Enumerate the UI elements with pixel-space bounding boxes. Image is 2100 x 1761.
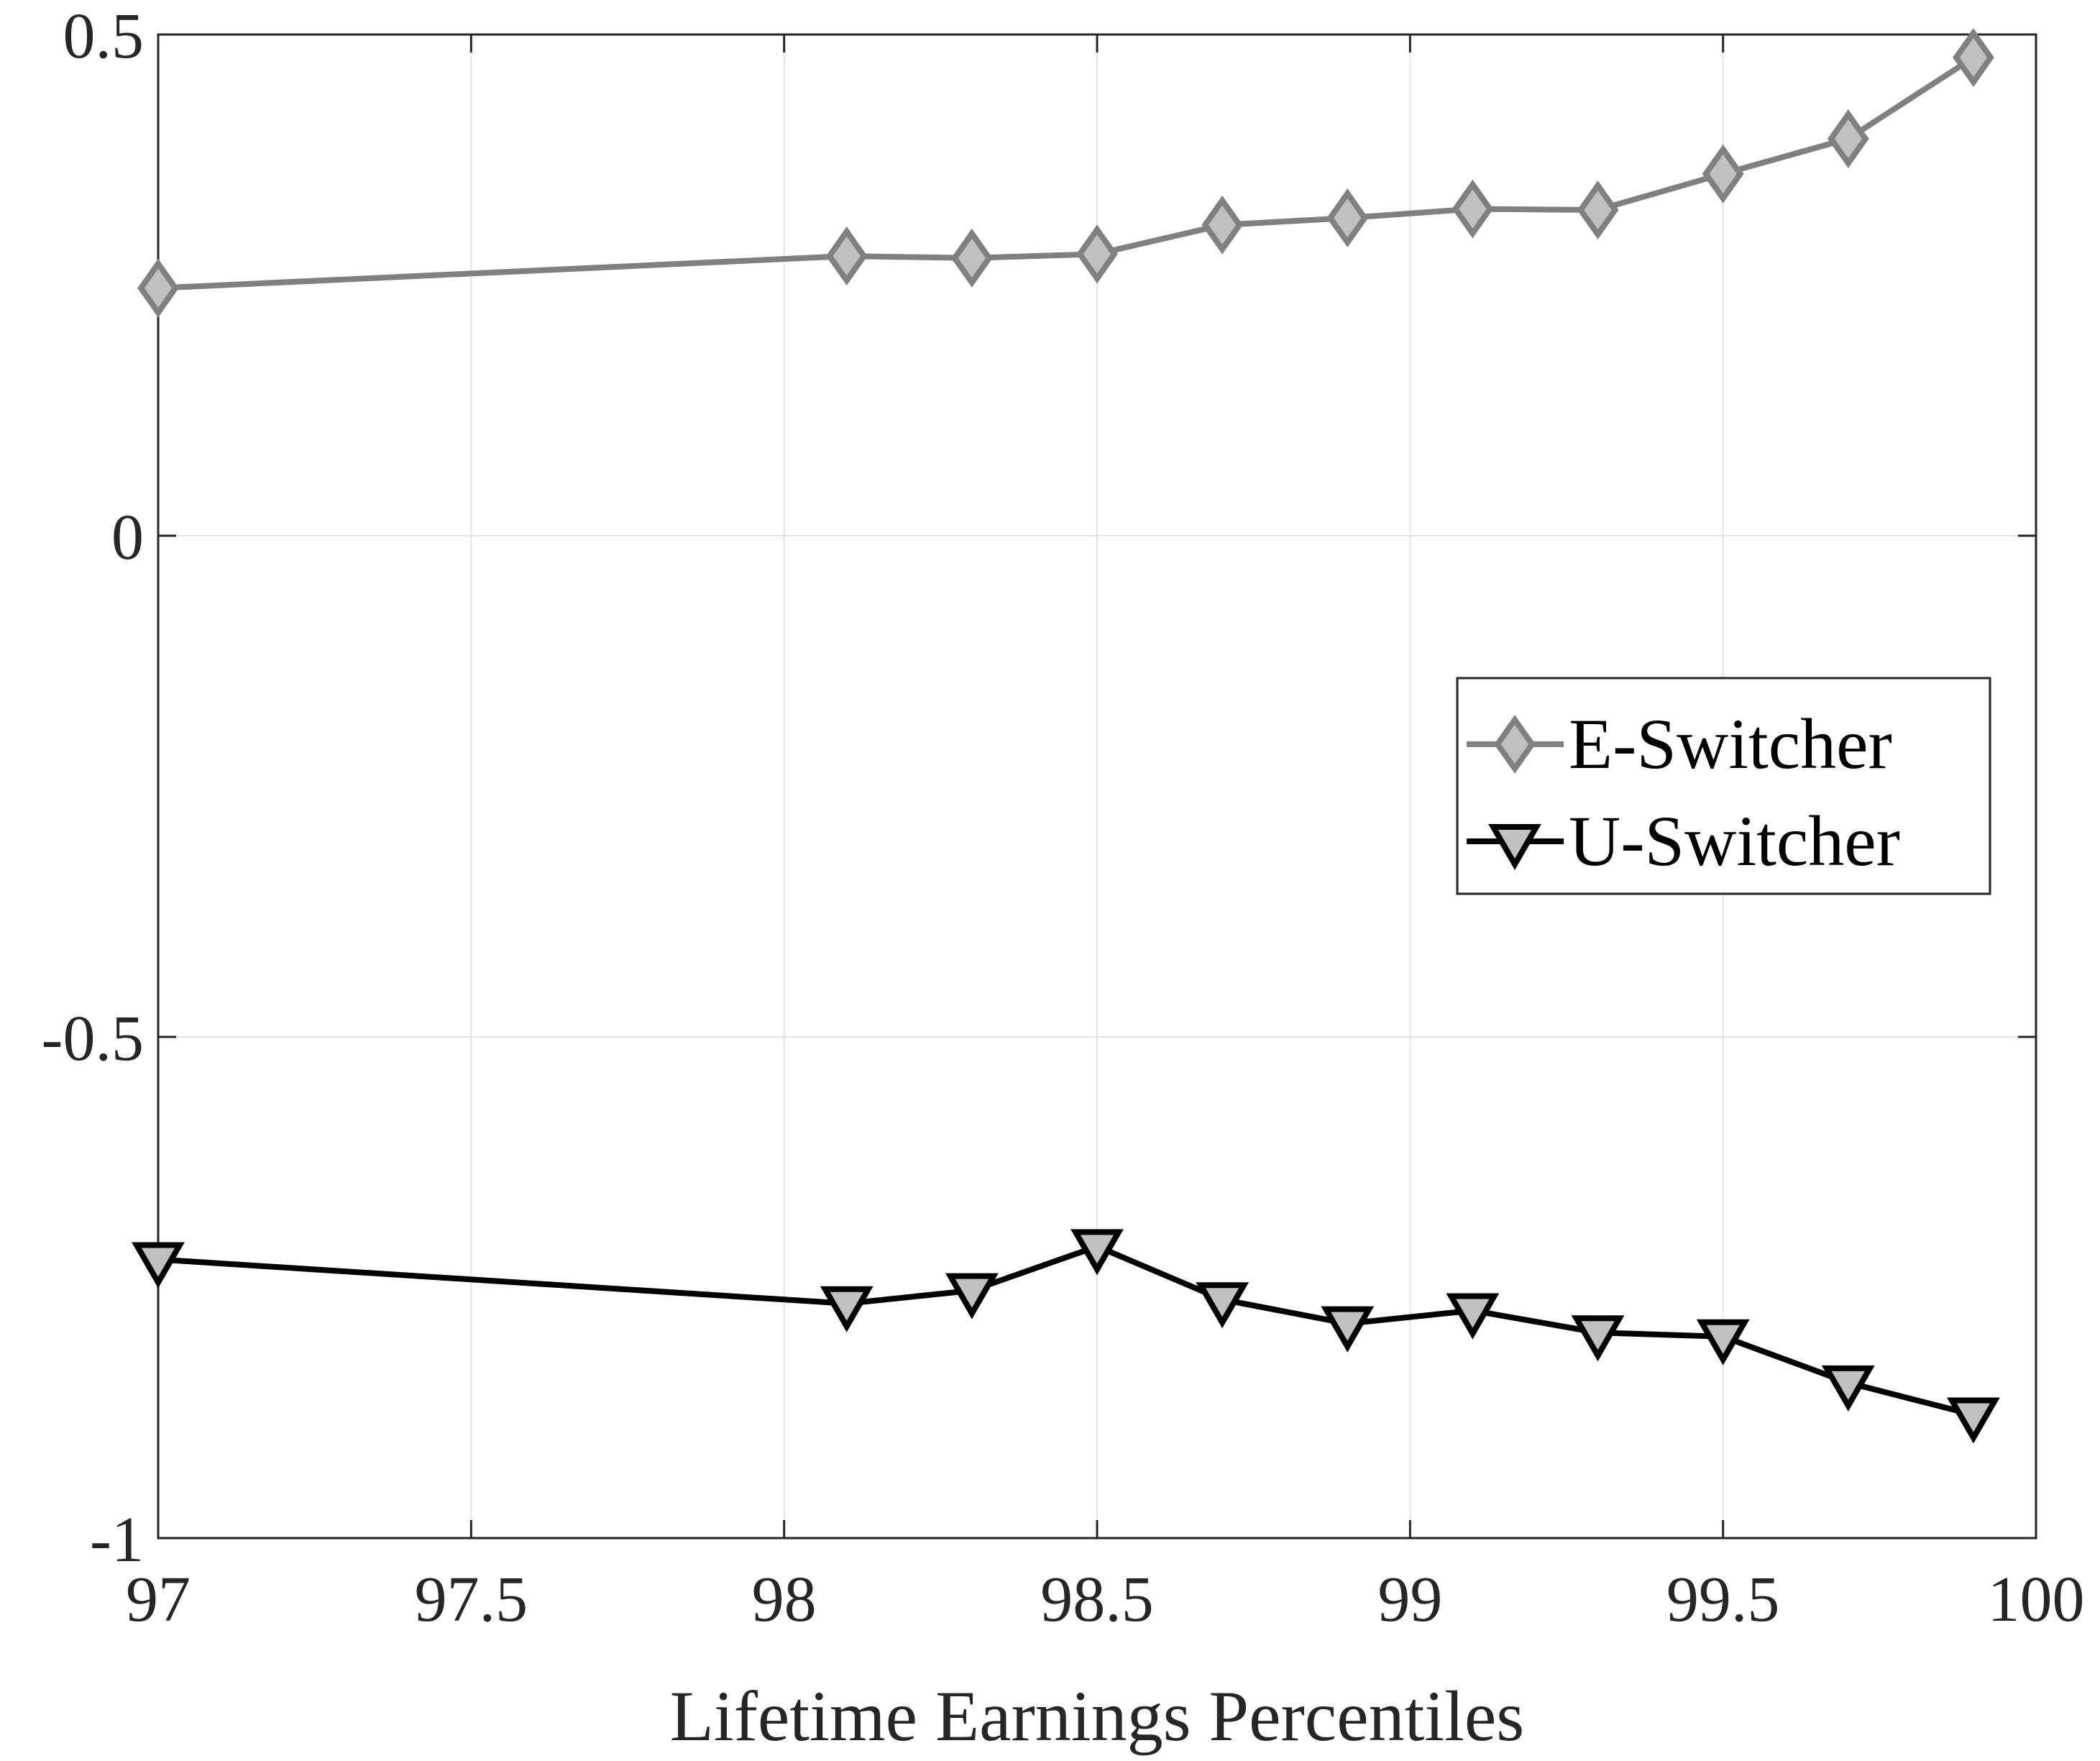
- data-point: [1452, 179, 1494, 239]
- y-tick-label: 0.5: [63, 1, 145, 72]
- x-tick-label: 99.5: [1666, 1564, 1780, 1635]
- legend-label: U-Switcher: [1569, 801, 1900, 881]
- x-tick-label: 97: [126, 1564, 191, 1635]
- series-line: [157, 1243, 1974, 1418]
- x-tick-label: 98: [752, 1564, 817, 1635]
- legend-marker: [1488, 824, 1541, 871]
- y-tick-label: 0: [111, 502, 144, 573]
- data-point: [1321, 1306, 1375, 1353]
- legend-label: E-Switcher: [1569, 704, 1892, 784]
- data-point: [1571, 1315, 1625, 1362]
- data-point: [1821, 1365, 1875, 1412]
- y-tick-label: -1: [90, 1504, 144, 1575]
- series-group: [132, 28, 2000, 1444]
- x-tick-label: 100: [1988, 1564, 2085, 1635]
- data-point: [1196, 1282, 1250, 1329]
- x-tick-label: 99: [1377, 1564, 1442, 1635]
- data-point: [825, 227, 868, 286]
- data-point: [1577, 180, 1619, 239]
- data-point: [1953, 28, 1994, 87]
- data-point: [1201, 195, 1244, 255]
- legend-box: [1456, 677, 1991, 895]
- series-e-switcher: [137, 28, 1994, 318]
- data-point: [1070, 1229, 1124, 1276]
- series-line: [157, 55, 1976, 291]
- x-tick-label: 98.5: [1040, 1564, 1154, 1635]
- x-axis-label: Lifetime Earnings Percentiles: [670, 1676, 1524, 1756]
- data-point: [132, 1242, 185, 1289]
- data-point: [1696, 1319, 1750, 1366]
- data-point: [950, 228, 993, 288]
- data-point: [945, 1273, 999, 1319]
- data-point: [1947, 1397, 2000, 1444]
- data-point: [1446, 1293, 1500, 1340]
- data-point: [1702, 144, 1744, 203]
- axis-ticks: 97 97.5 98 98.5 99 99.5 100 -1 -0.5 0 0.5: [42, 1, 2085, 1635]
- y-tick-label: -0.5: [42, 1003, 144, 1074]
- legend: E-Switcher U-Switcher: [1456, 677, 1991, 895]
- legend-marker: [1494, 715, 1536, 774]
- x-tick-label: 97.5: [415, 1564, 528, 1635]
- data-point: [1326, 188, 1369, 248]
- series-u-switcher: [132, 1229, 2000, 1444]
- data-point: [137, 258, 179, 318]
- data-point: [1827, 109, 1869, 168]
- data-point: [1076, 224, 1118, 284]
- data-point: [820, 1286, 874, 1332]
